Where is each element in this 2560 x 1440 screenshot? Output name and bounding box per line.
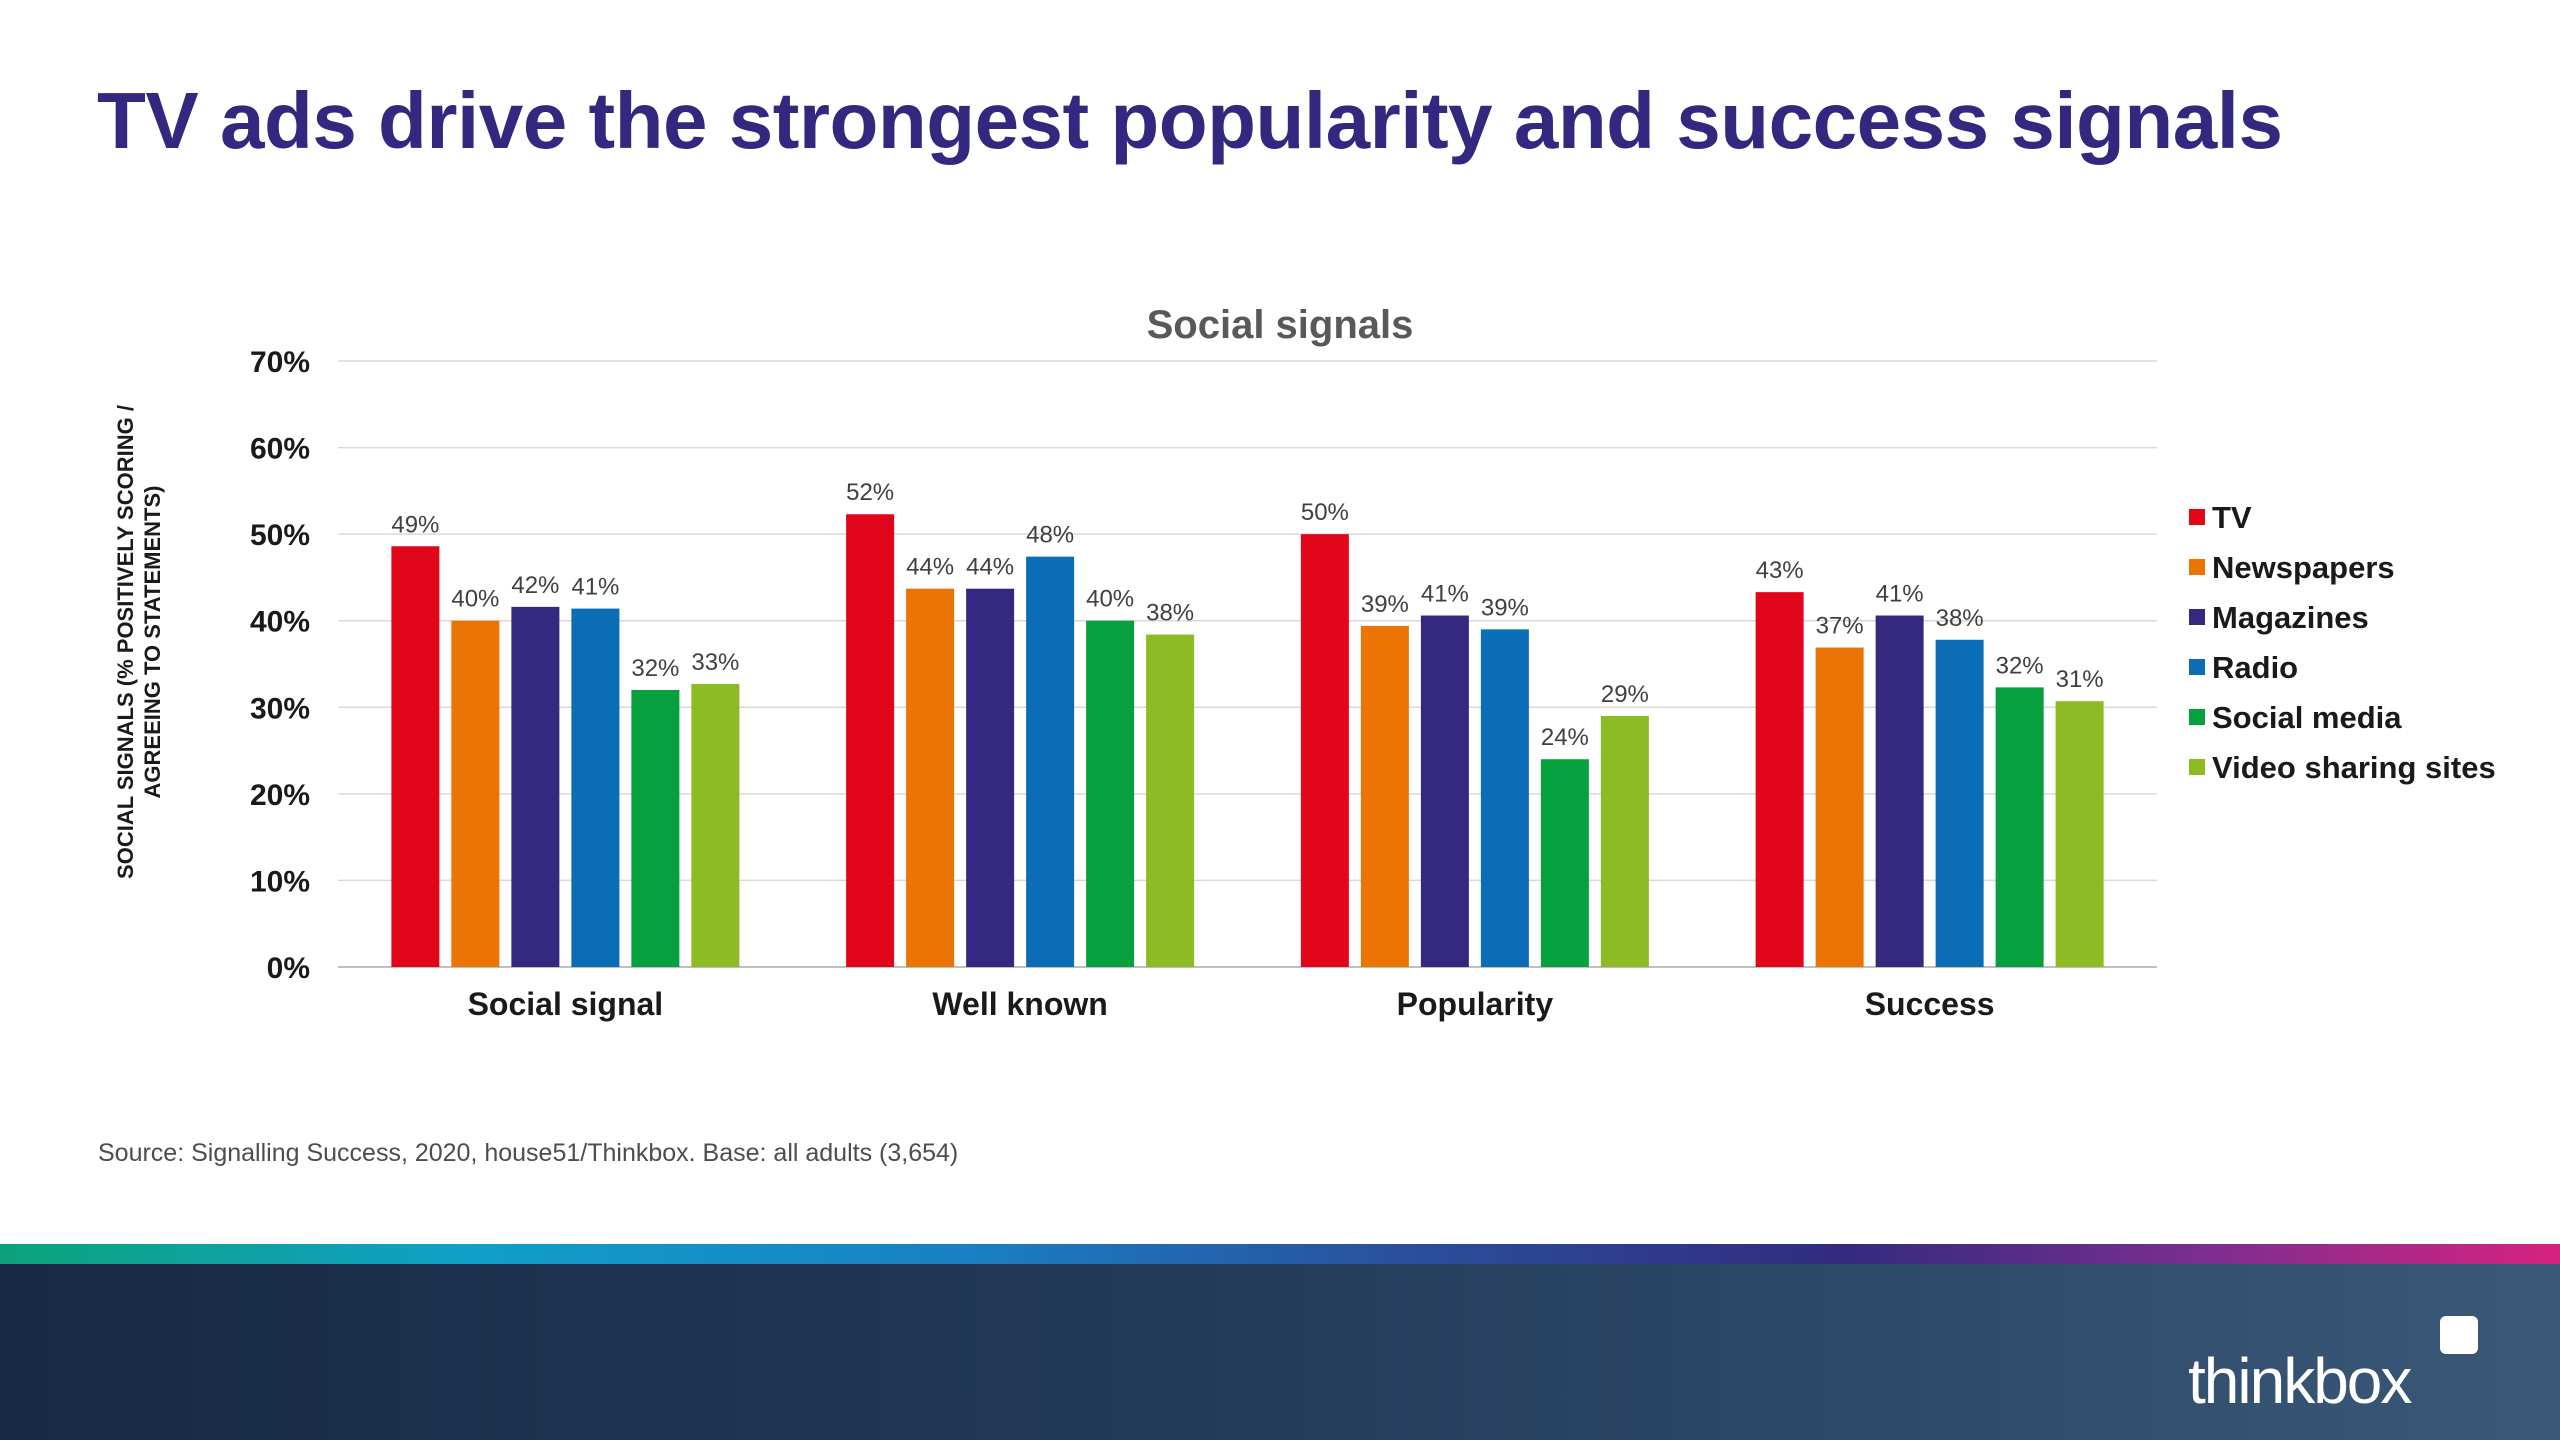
data-label: 44% bbox=[906, 554, 954, 581]
legend-swatch bbox=[2189, 609, 2205, 625]
chart-title: Social signals bbox=[1147, 303, 1414, 347]
y-tick-label: 60% bbox=[250, 433, 310, 466]
legend-label: Social media bbox=[2212, 700, 2402, 735]
data-label: 41% bbox=[1876, 581, 1924, 608]
data-label: 48% bbox=[1026, 522, 1074, 549]
data-label: 31% bbox=[2056, 666, 2104, 693]
bar-social-media bbox=[631, 689, 680, 967]
legend-label: TV bbox=[2212, 500, 2252, 535]
data-label: 44% bbox=[966, 554, 1014, 581]
bar-radio bbox=[1935, 639, 1984, 967]
footer-bar: thinkbox bbox=[0, 1264, 2560, 1440]
bar-video-sharing-sites bbox=[2055, 701, 2104, 967]
bar-magazines bbox=[1875, 615, 1924, 967]
bar-video-sharing-sites bbox=[1600, 715, 1649, 967]
data-label: 38% bbox=[1146, 600, 1194, 627]
legend-label: Magazines bbox=[2212, 600, 2369, 635]
data-label: 39% bbox=[1361, 591, 1409, 618]
data-label: 37% bbox=[1816, 613, 1864, 640]
bar-newspapers bbox=[906, 588, 955, 967]
data-label: 32% bbox=[631, 655, 679, 682]
bar-social-media bbox=[1086, 620, 1135, 967]
y-tick-label: 50% bbox=[250, 519, 310, 552]
bar-tv bbox=[1755, 592, 1804, 967]
legend-label: Newspapers bbox=[2212, 550, 2395, 585]
data-label: 52% bbox=[846, 479, 894, 506]
bar-video-sharing-sites bbox=[1146, 634, 1195, 967]
bar-newspapers bbox=[451, 620, 500, 967]
bar-social-media bbox=[1540, 759, 1589, 967]
source-note: Source: Signalling Success, 2020, house5… bbox=[98, 1139, 959, 1167]
bar-tv bbox=[1300, 534, 1349, 967]
bar-radio bbox=[571, 608, 620, 967]
bar-social-media bbox=[1995, 687, 2044, 967]
logo-mark-icon bbox=[2440, 1316, 2478, 1354]
y-tick-label: 30% bbox=[250, 692, 310, 725]
bar-magazines bbox=[511, 606, 560, 967]
legend-swatch bbox=[2189, 759, 2205, 775]
y-axis-title-line-1: SOCIAL SIGNALS (% POSITIVELY SCORING / bbox=[113, 405, 138, 879]
bar-newspapers bbox=[1360, 625, 1409, 967]
legend-swatch bbox=[2189, 509, 2205, 525]
data-label: 49% bbox=[391, 511, 439, 538]
category-label: Popularity bbox=[1397, 986, 1554, 1022]
category-label: Well known bbox=[932, 986, 1107, 1022]
data-label: 50% bbox=[1301, 499, 1349, 526]
legend-label: Radio bbox=[2212, 650, 2298, 685]
bar-radio bbox=[1026, 556, 1075, 967]
category-label: Success bbox=[1865, 986, 1995, 1022]
y-axis-title-line-2: AGREEING TO STATEMENTS) bbox=[140, 486, 165, 799]
data-label: 29% bbox=[1601, 681, 1649, 708]
data-label: 42% bbox=[511, 572, 559, 599]
bar-radio bbox=[1480, 629, 1529, 967]
slide-title: TV ads drive the strongest popularity an… bbox=[97, 76, 2283, 165]
y-tick-label: 20% bbox=[250, 779, 310, 812]
bar-tv bbox=[391, 546, 440, 967]
bar-video-sharing-sites bbox=[691, 683, 740, 967]
bar-chart: Social signals 0% 10% 20% 30% 40% 50% 60% 70% SOC… bbox=[113, 303, 2496, 1022]
category-label: Social signal bbox=[468, 986, 664, 1022]
bar-magazines bbox=[1420, 615, 1469, 967]
y-tick-label: 70% bbox=[250, 346, 310, 379]
data-label: 39% bbox=[1481, 594, 1529, 621]
bar-tv bbox=[846, 514, 895, 967]
y-tick-label: 0% bbox=[267, 952, 310, 985]
data-label: 24% bbox=[1541, 724, 1589, 751]
data-label: 40% bbox=[1086, 586, 1134, 613]
data-label: 32% bbox=[1996, 652, 2044, 679]
data-label: 41% bbox=[1421, 581, 1469, 608]
legend-swatch bbox=[2189, 709, 2205, 725]
data-label: 40% bbox=[451, 586, 499, 613]
legend-label: Video sharing sites bbox=[2212, 750, 2496, 785]
bar-newspapers bbox=[1815, 647, 1864, 967]
footer-stripe bbox=[0, 1244, 2560, 1264]
data-label: 43% bbox=[1756, 557, 1804, 584]
bar-magazines bbox=[966, 588, 1015, 967]
y-tick-label: 10% bbox=[250, 865, 310, 898]
y-tick-label: 40% bbox=[250, 606, 310, 639]
logo-text: thinkbox bbox=[2188, 1345, 2412, 1417]
data-label: 41% bbox=[571, 574, 619, 601]
data-label: 33% bbox=[691, 649, 739, 676]
thinkbox-logo: thinkbox bbox=[2188, 1316, 2478, 1417]
legend-swatch bbox=[2189, 659, 2205, 675]
data-label: 38% bbox=[1936, 605, 1984, 632]
legend-swatch bbox=[2189, 559, 2205, 575]
